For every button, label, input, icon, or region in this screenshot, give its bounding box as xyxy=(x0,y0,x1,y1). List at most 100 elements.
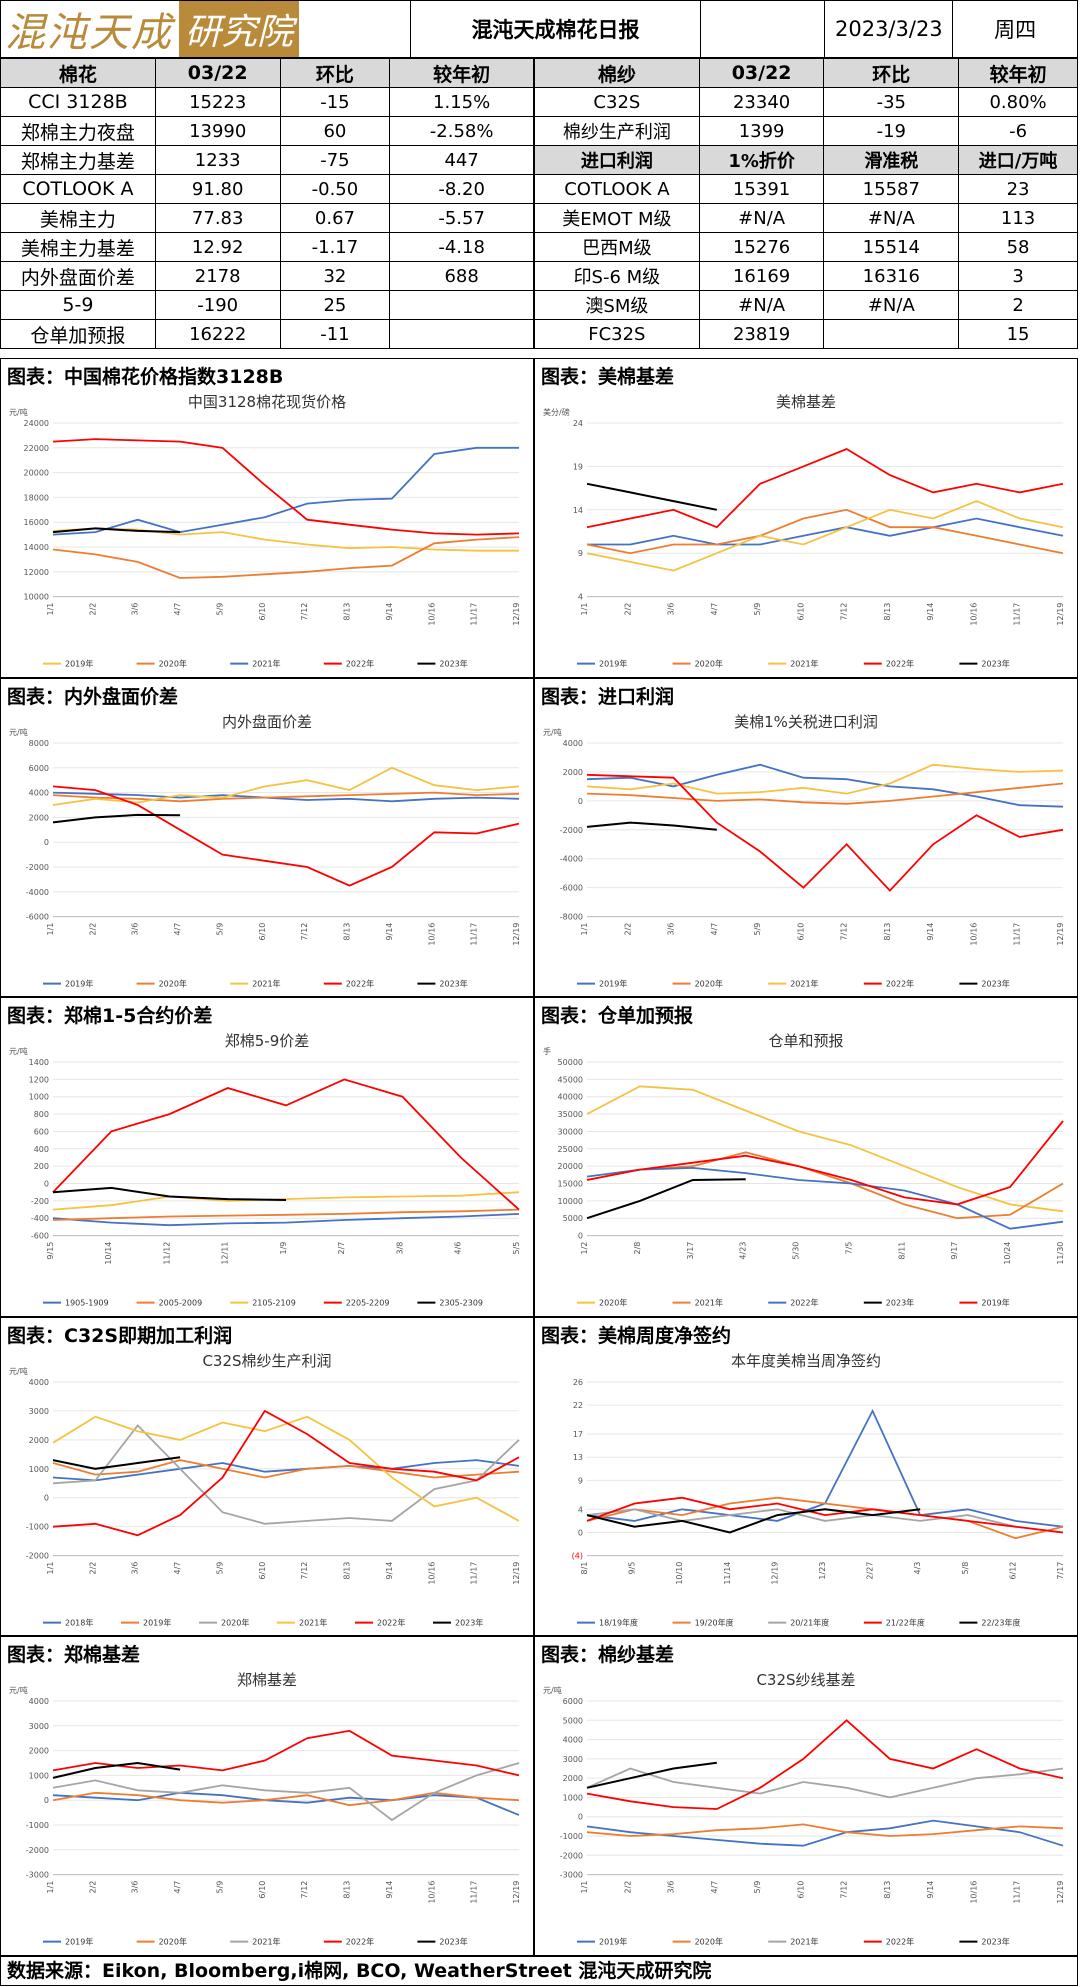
legend-label: 2021年 xyxy=(252,659,280,669)
x-tick-label: 2/27 xyxy=(866,1561,875,1579)
x-tick-label: 3/6 xyxy=(131,603,140,616)
panel-title: 图表：中国棉花价格指数3128B xyxy=(7,366,284,388)
table-cell: -1.17 xyxy=(279,232,391,262)
x-tick-label: 7/12 xyxy=(840,922,849,940)
x-tick-label: 10/16 xyxy=(427,1881,436,1904)
panel-title: 图表：仓单加预报 xyxy=(541,1005,694,1028)
x-tick-label: 4/7 xyxy=(173,1881,182,1894)
legend-label: 2019年 xyxy=(65,1937,93,1947)
table-cell: -11 xyxy=(279,319,391,349)
x-tick-label: 9/14 xyxy=(385,1561,394,1579)
x-tick-label: 7/12 xyxy=(300,603,309,621)
y-tick-label: 1000 xyxy=(563,1794,583,1803)
legend-label: 18/19年度 xyxy=(599,1617,638,1627)
series-line xyxy=(52,1456,181,1470)
y-tick-label: 30000 xyxy=(558,1128,583,1137)
series-line xyxy=(586,1167,1064,1230)
x-tick-label: 3/6 xyxy=(131,1561,140,1574)
x-tick-label: 8/13 xyxy=(883,603,892,621)
x-tick-label: 2/2 xyxy=(88,603,97,616)
legend-label: 2022年 xyxy=(346,659,374,669)
x-tick-label: 4/6 xyxy=(454,1242,463,1255)
table-cell: 15514 xyxy=(823,232,960,262)
series-line xyxy=(586,1178,746,1220)
y-tick-label: 10000 xyxy=(24,593,49,602)
legend-label: 20/21年度 xyxy=(790,1617,829,1627)
table-cell: -8.20 xyxy=(389,174,534,204)
series-line xyxy=(52,1423,520,1525)
table-row: CCI 3128B 15223 -15 1.15% xyxy=(0,87,534,117)
y-tick-label: 1000 xyxy=(29,1093,49,1102)
table-cell: 16316 xyxy=(823,261,960,291)
legend-label: 2023年 xyxy=(439,978,467,988)
y-tick-label: 4 xyxy=(578,593,583,602)
yarn-table: 棉纱 03/22 环比 较年初 C32S 23340 -35 0.80% 棉纱生产利润 1399-… xyxy=(534,58,1078,349)
series-line xyxy=(586,1767,1064,1799)
y-tick-label: 6000 xyxy=(29,763,49,772)
table-row: 郑棉主力基差 1233 -75 447 xyxy=(0,145,534,175)
y-tick-label: 1000 xyxy=(29,1772,49,1781)
series-line xyxy=(586,1719,1064,1811)
legend-label: 2019年 xyxy=(599,659,627,669)
y-tick-label: 9 xyxy=(578,549,583,558)
y-tick-label: 14 xyxy=(573,506,583,515)
legend-label: 2023年 xyxy=(439,1937,467,1947)
x-tick-label: 4/23 xyxy=(739,1242,748,1260)
x-tick-label: 12/19 xyxy=(512,922,521,945)
panel-title: 图表：郑棉1-5合约价差 xyxy=(7,1005,213,1028)
y-tick-label: -6000 xyxy=(26,912,49,921)
series-line xyxy=(52,785,520,887)
x-tick-label: 1/1 xyxy=(46,1881,55,1894)
y-tick-label: -1000 xyxy=(560,1832,583,1841)
chart-panel: 图表：美棉基差 美棉基差 美分/磅 4 9 14 19 24 1/1 2/2 3/6 4/7 5/9 6/… xyxy=(534,358,1078,678)
x-tick-label: 6/10 xyxy=(796,1881,805,1899)
legend-label: 2022年 xyxy=(886,1937,914,1947)
x-tick-label: 10/14 xyxy=(104,1242,113,1265)
table-cell: -6 xyxy=(958,116,1078,146)
y-tick-label: -2000 xyxy=(26,863,49,872)
y-tick-label: 0 xyxy=(578,1232,583,1241)
legend-label: 2105-2109 xyxy=(252,1299,296,1308)
series-line xyxy=(52,791,520,802)
y-tick-label: 4 xyxy=(578,1505,583,1514)
chart-panel: 图表：内外盘面价差 内外盘面价差 元/吨 -6000 -4000 -2000 0 2000 40… xyxy=(0,677,534,998)
x-tick-label: 5/8 xyxy=(961,1561,970,1574)
y-tick-label: (4) xyxy=(572,1551,583,1560)
y-axis-label: 元/吨 xyxy=(9,1046,28,1056)
series-line xyxy=(52,1458,520,1482)
series-line xyxy=(52,813,181,823)
table-cell: 环比 xyxy=(279,58,391,88)
table-cell: 2 xyxy=(958,290,1078,320)
legend-label: 2021年 xyxy=(790,1937,818,1947)
y-tick-label: 5000 xyxy=(563,1717,583,1726)
x-tick-label: 9/14 xyxy=(385,603,394,621)
x-tick-label: 9/5 xyxy=(628,1561,637,1574)
x-tick-label: 7/12 xyxy=(840,1881,849,1899)
x-tick-label: 2/2 xyxy=(88,922,97,935)
y-tick-label: 12000 xyxy=(24,568,49,577)
y-axis-label: 元/吨 xyxy=(9,407,28,417)
y-tick-label: -8000 xyxy=(560,912,583,921)
x-tick-label: 1/2 xyxy=(580,1242,589,1255)
table-cell: 03/22 xyxy=(698,58,825,88)
x-tick-label: 4/7 xyxy=(173,1561,182,1574)
series-line xyxy=(586,1508,1064,1534)
table-cell: 13990 xyxy=(154,116,281,146)
table-cell: #N/A xyxy=(823,290,960,320)
y-tick-label: 200 xyxy=(34,1162,49,1171)
table-cell: 印S-6 M级 xyxy=(534,261,700,291)
table-cell: #N/A xyxy=(823,203,960,233)
table-cell: -4.18 xyxy=(389,232,534,262)
table-cell: 447 xyxy=(389,145,534,175)
x-tick-label: 9/14 xyxy=(926,1881,935,1899)
x-tick-label: 5/5 xyxy=(512,1242,521,1255)
table-cell: 77.83 xyxy=(154,203,281,233)
table-cell: 1%折价 xyxy=(698,145,825,175)
series-line xyxy=(52,1792,520,1817)
x-tick-label: 2/7 xyxy=(337,1242,346,1255)
legend-label: 2019年 xyxy=(599,978,627,988)
x-tick-label: 2/8 xyxy=(633,1242,642,1255)
series-line xyxy=(586,1508,921,1534)
table-cell: -0.50 xyxy=(279,174,391,204)
